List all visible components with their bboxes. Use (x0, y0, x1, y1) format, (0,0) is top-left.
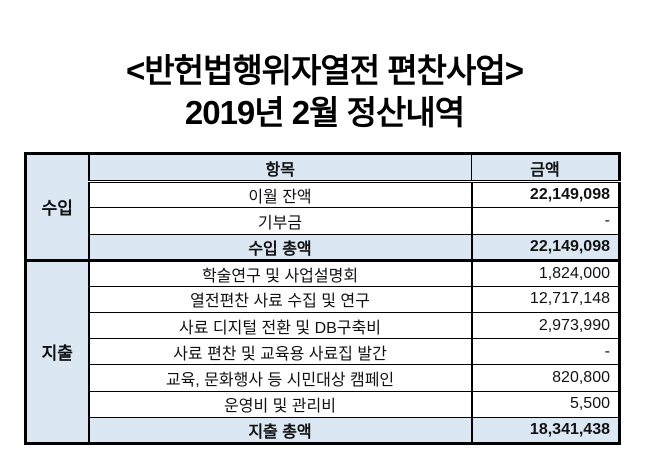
item-cell: 운영비 및 관리비 (88, 390, 472, 418)
table-header-row: 수입 항목 금액 (25, 152, 620, 261)
expense-total-amount: 18,341,438 (470, 416, 620, 445)
amount-cell: 1,824,000 (470, 258, 620, 287)
amount-cell: - (470, 207, 620, 235)
settlement-table: 수입 항목 금액 이월 잔액 22,149,098 기부금 - 수입 총액 22… (24, 152, 621, 445)
item-cell: 기부금 (88, 207, 472, 235)
amount-cell: - (470, 338, 620, 366)
item-cell: 학술연구 및 사업설명회 (88, 258, 472, 287)
column-header-item: 항목 (88, 152, 472, 184)
expense-total-label: 지출 총액 (88, 416, 472, 445)
income-total-amount: 22,149,098 (470, 233, 620, 261)
income-total-label: 수입 총액 (88, 233, 472, 261)
expense-row-research-briefing: 지출 학술연구 및 사업설명회 1,824,000 (25, 258, 620, 445)
expense-row-material-collection: 열전편찬 사료 수집 및 연구 12,717,148 (26, 285, 620, 314)
income-group-label: 수입 (25, 153, 90, 261)
item-cell: 사료 편찬 및 교육용 사료집 발간 (88, 338, 472, 366)
document-title: <반헌법행위자열전 편찬사업> 2019년 2월 정산내역 (0, 50, 649, 134)
amount-cell: 22,149,098 (470, 181, 620, 209)
amount-cell: 2,973,990 (470, 312, 620, 340)
document-title-line1: <반헌법행위자열전 편찬사업> (125, 52, 524, 89)
expense-row-publication: 사료 편찬 및 교육용 사료집 발간 - (26, 338, 620, 366)
expense-row-digital-db: 사료 디지털 전환 및 DB구축비 2,973,990 (26, 312, 620, 340)
expense-row-operating-costs: 운영비 및 관리비 5,500 (26, 390, 620, 418)
expense-total-row: 지출 총액 18,341,438 (26, 416, 620, 445)
expense-group-label: 지출 (25, 258, 90, 445)
column-header-amount: 금액 (471, 152, 620, 184)
income-total-row: 수입 총액 22,149,098 (26, 233, 620, 261)
item-cell: 사료 디지털 전환 및 DB구축비 (88, 312, 472, 340)
amount-cell: 12,717,148 (470, 285, 620, 314)
amount-cell: 5,500 (470, 390, 620, 418)
document-title-line2: 2019년 2월 정산내역 (184, 94, 465, 131)
expense-row-campaign: 교육, 문화행사 등 시민대상 캠페인 820,800 (26, 364, 620, 392)
amount-cell: 820,800 (470, 364, 620, 392)
item-cell: 이월 잔액 (88, 181, 472, 209)
item-cell: 교육, 문화행사 등 시민대상 캠페인 (88, 364, 472, 392)
item-cell: 열전편찬 사료 수집 및 연구 (88, 285, 472, 314)
income-row-donations: 기부금 - (26, 207, 620, 235)
income-row-carryover-balance: 이월 잔액 22,149,098 (26, 181, 620, 209)
